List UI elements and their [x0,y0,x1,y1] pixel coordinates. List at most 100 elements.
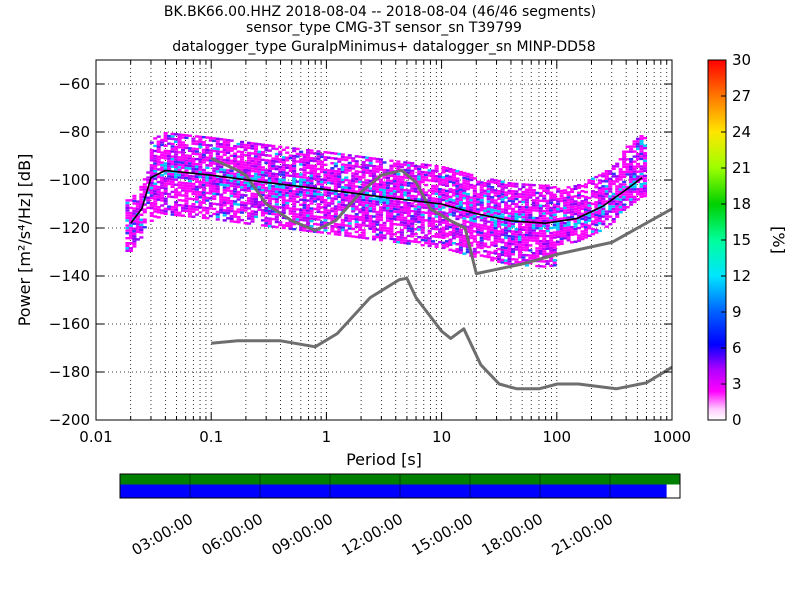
heatmap-cell [354,162,359,166]
heatmap-cell [198,160,203,164]
heatmap-cell [125,231,130,235]
heatmap-cell [469,221,474,225]
heatmap-cell [517,248,522,251]
heatmap-cell [410,187,415,190]
heatmap-cell [198,203,203,207]
heatmap-cell [347,199,352,202]
heatmap-cell [191,152,196,155]
heatmap-cell [260,143,265,146]
heatmap-cell [444,169,450,172]
heatmap-cell [285,199,290,202]
heatmap-cell [504,251,509,255]
heatmap-cell [531,216,536,220]
heatmap-cell [385,232,390,235]
heatmap-cell [573,240,578,243]
heatmap-cell [163,137,168,140]
heatmap-cell [271,197,276,201]
heatmap-cell [240,193,245,197]
heatmap-cell [330,207,335,210]
heatmap-cell [396,162,401,166]
heatmap-cell [128,226,133,230]
heatmap-cell [441,244,446,247]
heatmap-cell [521,233,526,237]
heatmap-cell [208,139,213,142]
heatmap-cell [490,226,495,229]
heatmap-cell [451,229,456,232]
heatmap-cell [191,185,196,188]
heatmap-cell [622,198,627,201]
heatmap-cell [267,207,272,210]
heatmap-cell [292,149,297,153]
heatmap-cell [615,177,620,181]
heatmap-cell [278,173,283,176]
heatmap-cell [545,207,550,210]
heatmap-cell [264,179,269,182]
heatmap-cell [243,201,248,205]
heatmap-cell [542,194,547,198]
heatmap-cell [201,186,206,189]
heatmap-cell [500,238,505,241]
heatmap-cell [385,229,390,233]
heatmap-cell [174,168,179,171]
heatmap-cell [264,161,269,165]
heatmap-cell [413,212,418,216]
heatmap-cell [514,213,519,216]
heatmap-cell [514,210,519,213]
heatmap-cell [365,189,370,192]
heatmap-cell [385,179,390,182]
heatmap-cell [222,191,227,194]
heatmap-cell [448,175,453,178]
heatmap-cell [465,245,470,249]
heatmap-cell [441,218,446,222]
heatmap-cell [497,194,502,198]
heatmap-cell [358,208,363,211]
heatmap-cell [611,218,616,221]
heatmap-cell [556,235,561,239]
heatmap-cell [504,261,509,265]
heatmap-cell [406,227,411,230]
heatmap-cell [528,226,533,229]
heatmap-cell [403,201,408,204]
heatmap-cell [451,181,456,184]
heatmap-cell [132,242,137,246]
heatmap-cell [208,182,213,185]
heatmap-cell [636,137,641,141]
y-tick-label: −80 [58,123,90,141]
heatmap-cell [253,172,259,176]
heatmap-cell [597,194,602,197]
heatmap-cell [191,182,196,186]
heatmap-cell [205,171,210,175]
heatmap-cell [194,178,199,181]
heatmap-cell [372,164,377,168]
heatmap-cell [632,190,637,194]
heatmap-cell [563,237,568,240]
heatmap-cell [549,264,554,268]
heatmap-cell [351,182,356,185]
heatmap-cell [319,168,325,171]
heatmap-cell [504,231,509,235]
heatmap-cell [531,204,536,207]
heatmap-cell [563,206,568,210]
heatmap-cell [215,213,220,216]
heatmap-cell [559,225,564,228]
heatmap-cell [139,228,144,232]
heatmap-cell [240,181,245,184]
heatmap-cell [410,164,415,167]
heatmap-cell [278,196,283,199]
heatmap-cell [601,222,606,226]
heatmap-cell [285,222,290,225]
heatmap-cell [549,252,554,255]
heatmap-cell [500,198,505,201]
heatmap-cell [500,248,505,252]
heatmap-cell [378,168,384,171]
heatmap-cell [337,230,342,234]
heatmap-cell [233,175,238,178]
heatmap-cell [535,227,540,230]
heatmap-cell [597,222,602,225]
heatmap-cell [535,234,540,238]
heatmap-cell [260,151,265,154]
heatmap-cell [167,192,172,196]
heatmap-cell [246,214,252,218]
heatmap-cell [312,175,318,178]
heatmap-cell [444,197,450,200]
